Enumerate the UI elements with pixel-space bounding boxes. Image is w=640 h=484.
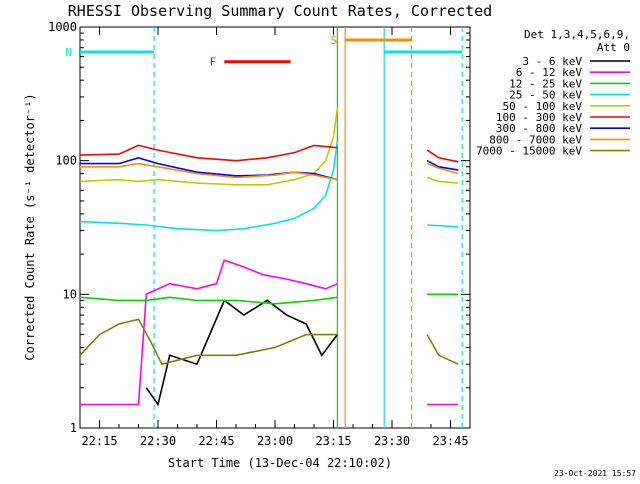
x-tick-label: 22:15	[81, 434, 117, 448]
series-line-after-gap	[426, 334, 459, 365]
timestamp: 23-Oct-2021 15:57	[554, 469, 636, 478]
legend-header-line-1: Det 1,3,4,5,6,9,	[524, 28, 630, 41]
flag-label: S	[331, 34, 338, 47]
y-tick-label: 10	[63, 287, 77, 301]
series-line	[145, 299, 339, 407]
flag-label: N	[65, 46, 72, 59]
y-axis-label: Corrected Count Rate (s⁻¹ detector⁻¹)	[23, 93, 37, 360]
series-line	[79, 107, 339, 186]
legend-entry-label: 800 - 7000 keV	[489, 133, 582, 146]
legend-entry-label: 12 - 25 keV	[509, 77, 582, 90]
series-line-after-gap	[426, 162, 459, 175]
series-line-after-gap	[426, 159, 459, 171]
series-line	[79, 140, 339, 232]
chart-title: RHESSI Observing Summary Count Rates, Co…	[68, 2, 492, 20]
x-tick-label: 22:30	[140, 434, 176, 448]
x-axis-label: Start Time (13-Dec-04 22:10:02)	[168, 456, 392, 470]
legend-entry-label: 7000 - 15000 keV	[476, 145, 582, 158]
x-tick-label: 23:00	[257, 434, 293, 448]
legend-entry-label: 3 - 6 keV	[522, 55, 582, 68]
series-line-after-gap	[426, 176, 459, 184]
series-line	[79, 144, 338, 162]
plot-area: 1 10 100 1000 22:15 22:30 22:45 23:00 23:15 23:30…	[48, 20, 471, 448]
series-line-after-gap	[427, 224, 459, 228]
legend-entry-label: 6 - 12 keV	[516, 66, 583, 79]
series-line	[79, 318, 338, 366]
y-tick-label: 1000	[48, 20, 77, 34]
legend-entry-label: 25 - 50 keV	[509, 89, 582, 102]
flag-label: F	[210, 56, 217, 69]
series-line-after-gap	[426, 149, 459, 163]
series-line	[80, 259, 338, 406]
legend-entry-label: 50 - 100 keV	[503, 100, 583, 113]
x-tick-label: 23:15	[315, 434, 351, 448]
legend-entry-label: 100 - 300 keV	[496, 111, 582, 124]
y-tick-label: 100	[55, 154, 77, 168]
x-tick-label: 22:45	[198, 434, 234, 448]
series-line	[80, 156, 338, 181]
legend-entry-label: 300 - 800 keV	[496, 122, 582, 135]
series-line	[80, 162, 338, 181]
x-tick-label: 23:45	[432, 434, 468, 448]
x-tick-label: 23:30	[374, 434, 410, 448]
legend-header-line-2: Att 0	[597, 41, 630, 54]
y-tick-label: 1	[70, 421, 77, 435]
series-line	[79, 296, 338, 305]
